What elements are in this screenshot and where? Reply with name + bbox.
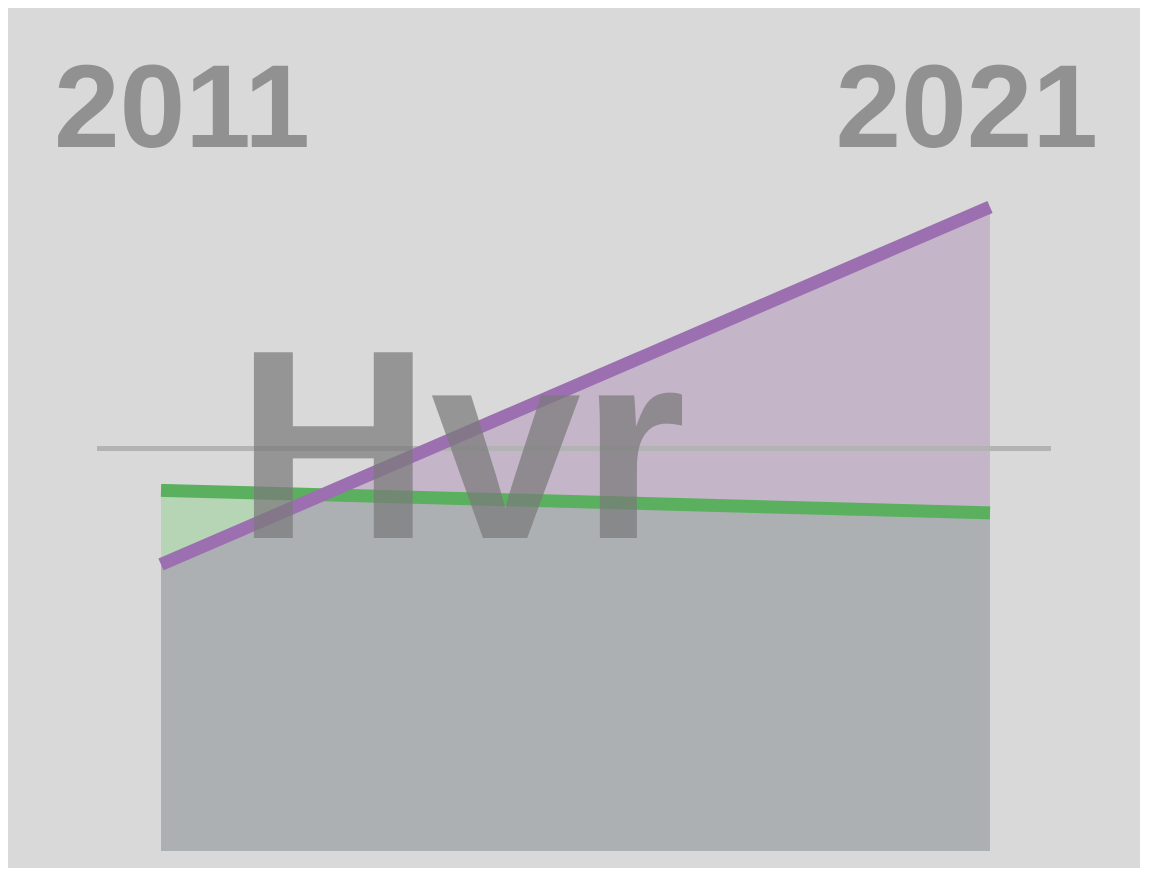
- chart-title: Hvr: [236, 295, 686, 596]
- chart-svg: Hvr: [97, 201, 1051, 851]
- chart-panel: Hvr 2011 2021: [8, 8, 1140, 868]
- x-label-end: 2021: [835, 41, 1098, 173]
- line-series-1: [160, 483, 991, 520]
- x-label-start: 2011: [54, 41, 310, 173]
- area-overlap: [161, 494, 990, 851]
- line-series-2: [158, 201, 993, 571]
